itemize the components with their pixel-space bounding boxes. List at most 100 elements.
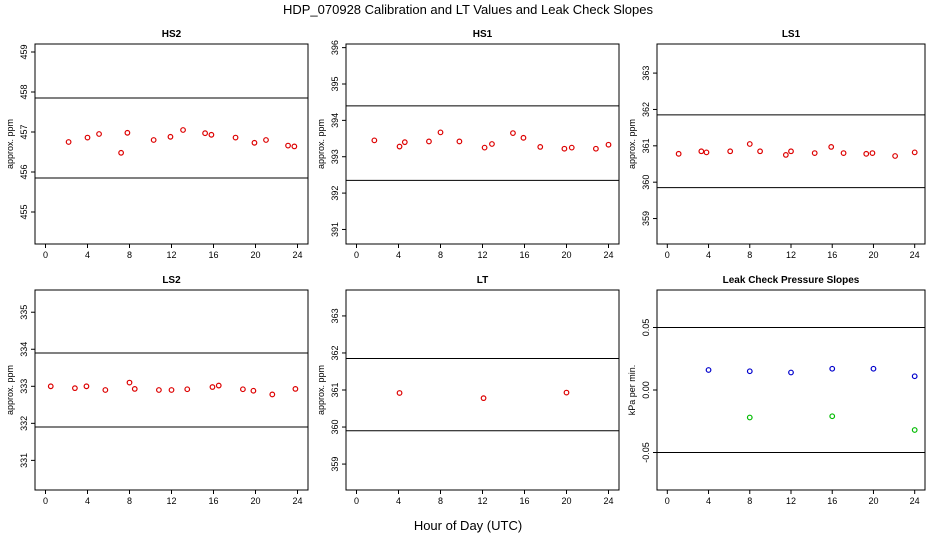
data-point [83,383,90,390]
data-point [292,385,299,392]
panel-1: HS2 approx. ppm 0 4 8 12 16 20 24 455 456 457 458 459 [5,29,309,260]
data-point [285,142,291,149]
panel-3: LS1 approx. ppm 0 4 8 12 16 20 24 359 360 361 362 363 [627,29,926,260]
data-point [510,130,516,136]
x-tick-label: 12 [477,250,487,260]
data-point [184,386,191,393]
x-tick-label: 8 [438,496,443,506]
data-point [782,152,789,158]
data-point [84,134,91,141]
x-tick-label: 20 [868,496,878,506]
y-axis-label: kPa per min. [627,365,637,416]
plot-frame [345,289,620,491]
data-point [537,144,544,150]
data-point [746,414,753,421]
x-tick-label: 20 [250,496,260,506]
data-point [593,145,599,152]
figure-title: HDP_070928 Calibration and LT Values and… [282,2,654,17]
data-point [788,369,794,376]
data-point [150,137,157,143]
data-point [251,139,258,146]
x-tick-label: 24 [603,250,613,260]
x-tick-label: 24 [292,496,302,506]
y-tick-label: 332 [19,416,29,431]
panel-title: LS2 [162,275,181,286]
y-tick-label: 458 [19,84,29,99]
x-tick-label: 20 [561,250,571,260]
panel-2: HS1 approx. ppm 0 4 8 12 16 20 24 391 392 393 394 395… [316,29,620,260]
x-tick-label: 8 [747,250,752,260]
data-point [698,148,705,155]
panel-title: Leak Check Pressure Slopes [723,275,860,286]
plot-frame [656,289,926,491]
x-tick-label: 24 [292,250,302,260]
x-tick-label: 8 [747,496,752,506]
x-tick-label: 12 [166,250,176,260]
data-point [131,385,138,392]
plot-frame [345,43,620,245]
x-tick-label: 16 [208,250,218,260]
data-point [102,387,109,393]
data-point [47,383,54,390]
data-point [481,144,488,151]
data-point [180,127,186,133]
x-tick-label: 24 [910,496,920,506]
data-point [863,150,870,157]
x-tick-label: 4 [85,496,90,506]
x-tick-label: 12 [166,496,176,506]
data-point [155,387,162,393]
y-tick-label: 359 [330,457,340,472]
data-point [118,149,124,156]
data-point [126,379,133,386]
data-point [705,367,712,373]
y-tick-label: 455 [19,204,29,219]
data-point [869,150,876,156]
data-point [401,139,408,146]
y-axis-label: approx. ppm [316,119,326,169]
data-point [561,145,568,152]
data-point [746,141,753,147]
data-point [520,134,527,141]
y-tick-label: 456 [19,164,29,179]
y-tick-label: -0.05 [641,442,651,463]
x-tick-label: 12 [786,250,796,260]
panel-title: HS1 [473,29,493,40]
data-point [828,144,835,150]
x-tick-label: 12 [477,496,487,506]
x-tick-label: 20 [868,250,878,260]
data-point [911,427,918,433]
y-tick-label: 457 [19,124,29,139]
x-tick-label: 12 [786,496,796,506]
data-point [703,149,710,156]
y-tick-label: 391 [330,222,340,237]
data-point [232,134,239,141]
x-tick-label: 4 [706,250,711,260]
data-point [426,138,432,145]
data-point [911,149,918,156]
data-point [911,373,918,380]
x-tick-label: 4 [396,496,401,506]
data-point [396,390,403,396]
y-tick-label: 363 [641,66,651,81]
y-tick-label: 459 [19,44,29,59]
data-point [263,137,269,143]
data-point [870,365,877,372]
y-tick-label: 333 [19,379,29,394]
data-point [788,148,794,155]
y-tick-label: 359 [641,211,651,226]
y-tick-label: 394 [330,113,340,128]
data-point [65,139,72,145]
plot-frame [656,43,926,245]
data-point [239,386,246,393]
y-tick-label: 362 [330,345,340,360]
x-tick-label: 4 [706,496,711,506]
panel-4: LS2 approx. ppm 0 4 8 12 16 20 24 331 332 333 334 335 [5,275,309,506]
y-tick-label: 0.00 [641,381,651,399]
y-tick-label: 335 [19,305,29,320]
x-axis-label: Hour of Day (UTC) [413,518,523,533]
data-point [371,137,378,144]
data-point [829,413,836,420]
x-tick-label: 0 [665,250,670,260]
data-point [489,141,495,147]
data-point [202,130,209,137]
